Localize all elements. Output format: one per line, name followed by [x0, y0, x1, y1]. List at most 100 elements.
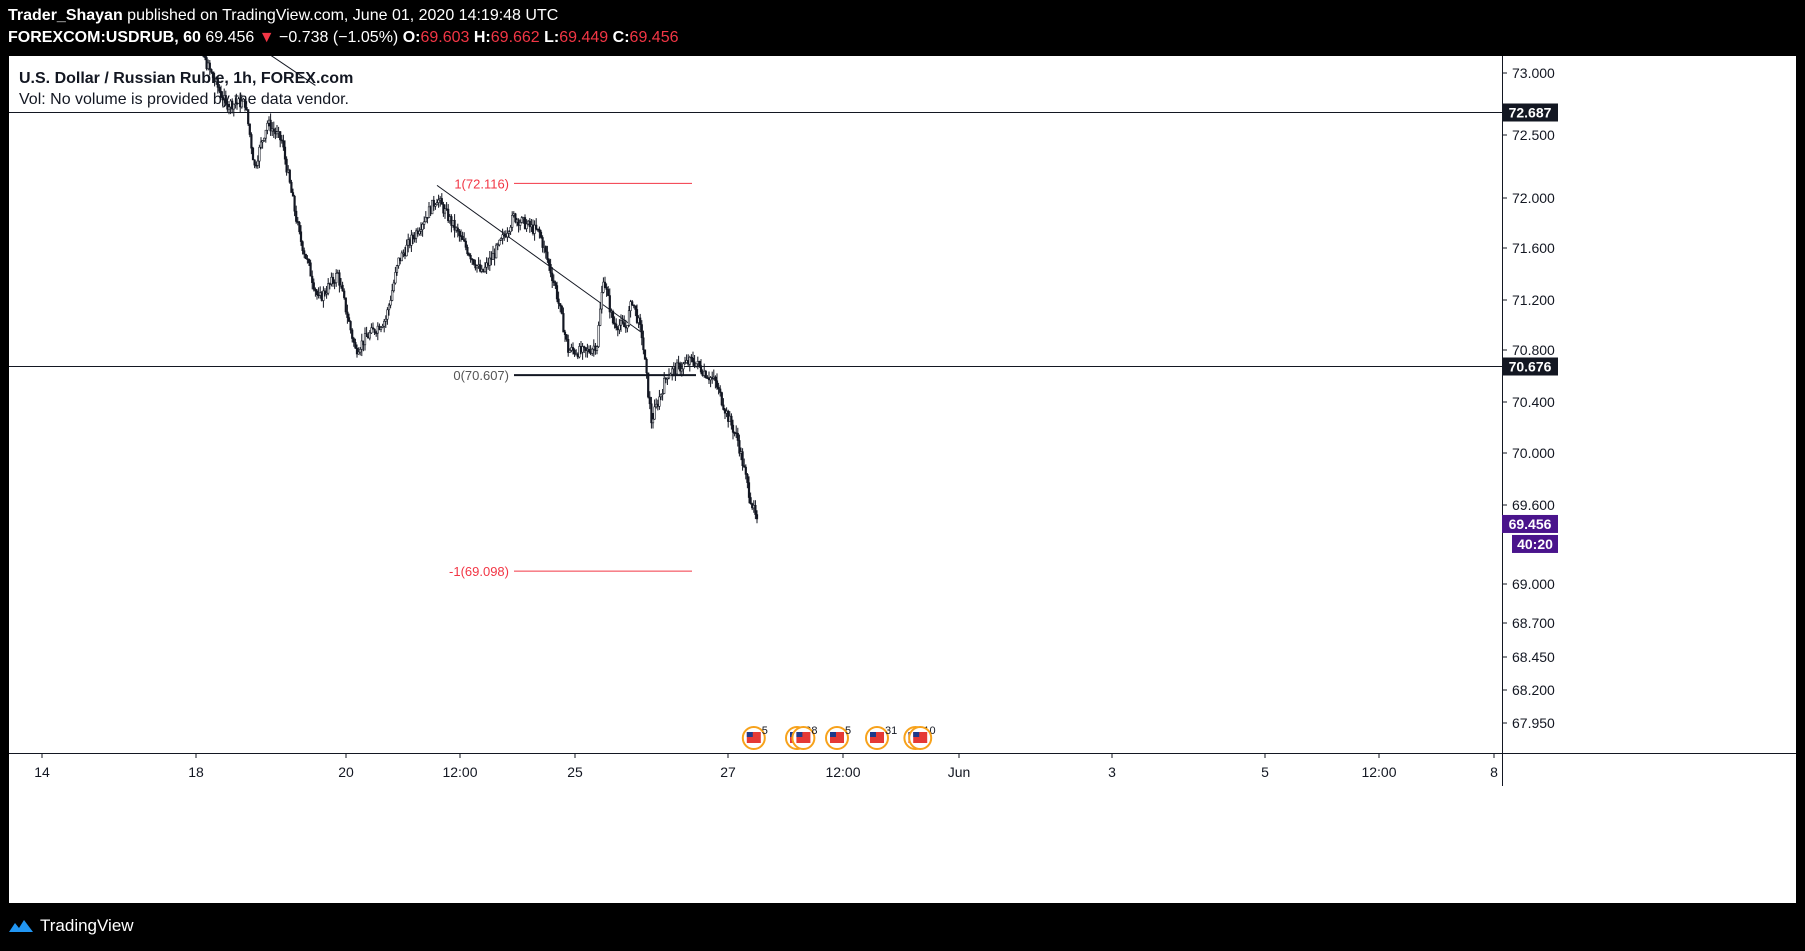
candle-body: [509, 226, 512, 233]
candle-body: [256, 160, 259, 166]
close-label: C:: [612, 29, 630, 46]
candle-body: [547, 259, 551, 265]
candle-body: [722, 404, 725, 410]
candle-body: [506, 233, 509, 238]
candle: [635, 304, 639, 325]
candle-body: [496, 244, 499, 247]
candle-body: [629, 301, 632, 312]
candle: [295, 205, 298, 224]
candle-body: [469, 255, 472, 260]
candle: [357, 347, 360, 355]
fib-level-label: 0(70.607): [453, 368, 509, 383]
down-arrow-icon: ▼: [258, 29, 275, 46]
candle-body: [755, 514, 759, 520]
candle-body: [501, 234, 504, 239]
last-price: 69.456: [205, 29, 255, 46]
candle-body: [563, 331, 567, 336]
candle-body: [351, 329, 354, 339]
candle: [410, 229, 413, 252]
candle: [341, 281, 344, 292]
candle-body: [314, 288, 317, 292]
candle-body: [600, 292, 603, 310]
candle-body: [741, 451, 744, 467]
candle: [363, 327, 367, 351]
candle: [219, 85, 223, 98]
y-tick-label: 71.600: [1512, 240, 1555, 256]
candle: [741, 448, 744, 471]
candle-body: [544, 246, 547, 253]
candle-body: [573, 349, 576, 355]
candle: [503, 230, 506, 241]
candle-body: [304, 253, 307, 259]
candle-body: [666, 377, 669, 380]
candle: [683, 356, 687, 365]
candle-body: [226, 100, 229, 110]
candle: [202, 56, 205, 58]
candle-body: [431, 199, 434, 215]
candle-body: [400, 252, 403, 262]
candle: [368, 330, 371, 341]
candle: [355, 344, 359, 358]
candle-body: [736, 432, 739, 441]
candle-body: [597, 325, 600, 347]
candle-body: [253, 159, 256, 166]
candle-body: [605, 286, 608, 290]
candle-body: [626, 325, 629, 329]
candle: [411, 232, 415, 244]
candle-body: [738, 440, 741, 454]
flag-canton: [830, 732, 836, 737]
y-tick-label: 70.800: [1512, 342, 1555, 358]
current-price-tag: [1502, 514, 1558, 533]
tradingview-logo[interactable]: TradingView: [8, 916, 134, 936]
candle-body: [514, 213, 517, 223]
x-tick-label: 20: [338, 764, 354, 780]
candle: [562, 307, 565, 333]
candle: [344, 297, 347, 315]
candle-body: [203, 56, 207, 58]
x-tick-label: 8: [1490, 764, 1498, 780]
candle: [379, 326, 383, 333]
candle: [283, 140, 287, 165]
candle: [303, 247, 306, 259]
candle-body: [717, 386, 720, 390]
candle-body: [219, 90, 223, 98]
candle: [279, 131, 282, 148]
candle: [591, 347, 594, 356]
event-count: 5: [762, 725, 768, 737]
candle-body: [365, 333, 368, 338]
event-flag-icon: 8: [791, 725, 818, 750]
y-tick-label: 68.700: [1512, 615, 1555, 631]
price-chart[interactable]: 73.000 72.500 72.000 71.600 71.200 70.800 70.4…: [9, 56, 1796, 903]
candle-body: [424, 217, 427, 223]
candle: [304, 253, 307, 260]
candle: [226, 98, 229, 112]
candle-body: [456, 227, 459, 232]
candle-body: [546, 251, 549, 260]
candle-body: [312, 282, 315, 290]
candle-body: [415, 230, 418, 239]
candle-body: [627, 310, 631, 326]
candle: [299, 225, 303, 246]
chart-panel[interactable]: 73.000 72.500 72.000 71.600 71.200 70.800 70.4…: [9, 56, 1796, 903]
candle-body: [615, 323, 618, 329]
publish-info: published on TradingView.com, June 01, 2…: [122, 7, 559, 24]
open-value: 69.603: [420, 29, 470, 46]
candle-body: [355, 347, 359, 355]
candle: [651, 412, 655, 429]
candle-body: [325, 292, 328, 295]
candle-body: [440, 198, 443, 205]
y-tick-label: 69.600: [1512, 497, 1555, 513]
event-count: 8: [811, 725, 817, 737]
candle: [458, 229, 461, 242]
candle-body: [631, 301, 634, 306]
candle: [461, 231, 464, 240]
candle: [746, 473, 749, 489]
candle-body: [394, 272, 397, 284]
symbol-label[interactable]: FOREXCOM:USDRUB, 60: [8, 29, 201, 46]
author-name[interactable]: Trader_Shayan: [8, 7, 123, 24]
candle: [525, 219, 528, 232]
candle-body: [437, 199, 440, 203]
candle: [730, 413, 733, 430]
candle-body: [583, 346, 586, 348]
candle-body: [475, 265, 479, 269]
